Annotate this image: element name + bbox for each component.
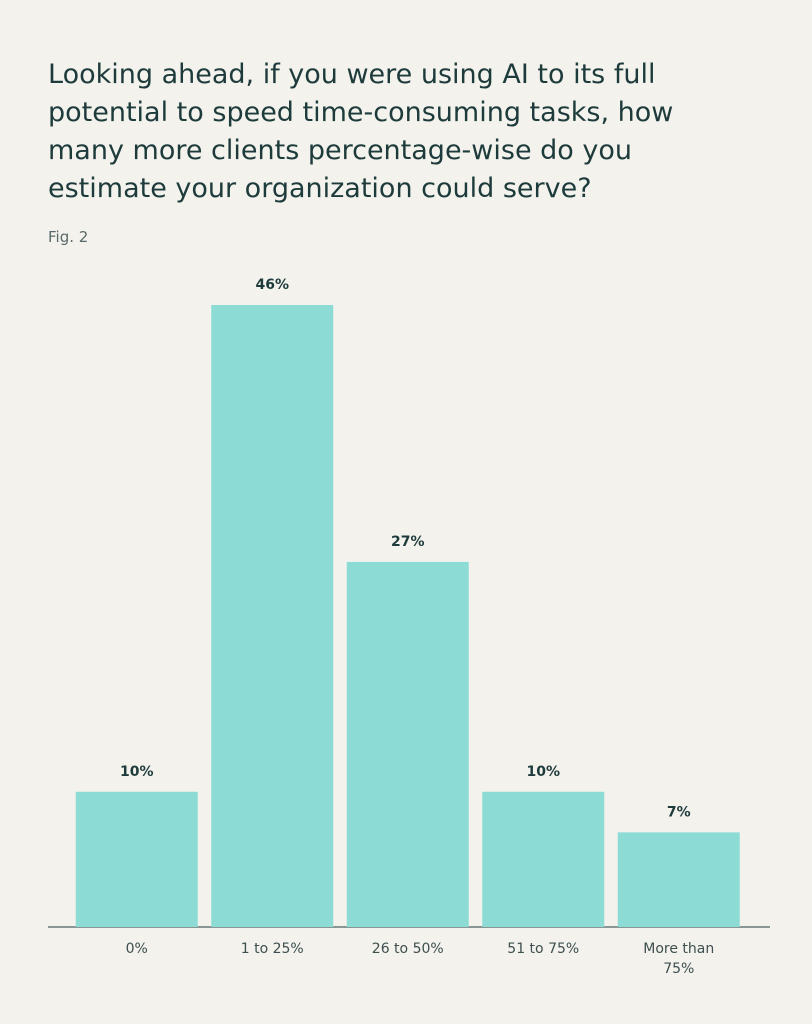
bar [75, 791, 198, 927]
x-tick-label: 51 to 75% [507, 941, 580, 957]
chart-subtitle: Fig. 2 [48, 228, 89, 246]
chart-title: Looking ahead, if you were using AI to i… [48, 59, 674, 204]
data-label: 10% [120, 764, 154, 780]
bar [346, 561, 469, 927]
bar [617, 832, 740, 927]
bar [211, 305, 334, 927]
x-tick-label: More than 75% [643, 941, 715, 977]
bar [482, 791, 605, 927]
data-label: 7% [667, 804, 691, 820]
x-tick-label: 26 to 50% [371, 941, 444, 957]
x-tick-label: 0% [125, 941, 148, 957]
data-label: 10% [526, 764, 560, 780]
data-label: 27% [391, 534, 425, 550]
data-label: 46% [255, 277, 289, 293]
x-tick-label: 1 to 25% [240, 941, 304, 957]
